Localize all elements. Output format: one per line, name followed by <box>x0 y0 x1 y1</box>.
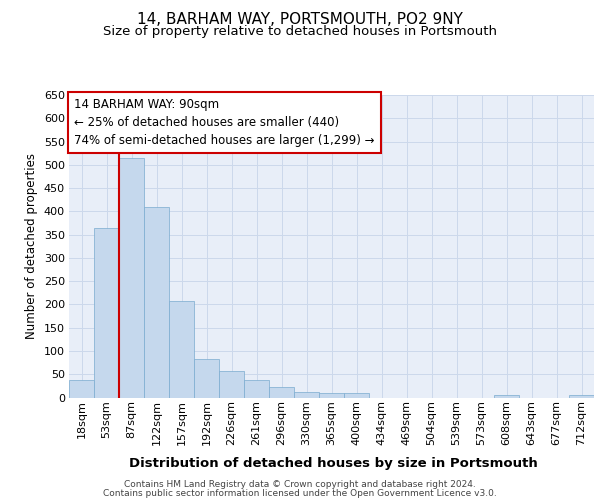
Bar <box>244 380 269 398</box>
Bar <box>169 301 194 398</box>
Text: Size of property relative to detached houses in Portsmouth: Size of property relative to detached ho… <box>103 25 497 38</box>
Bar <box>219 371 244 398</box>
Bar <box>344 393 369 398</box>
Text: 14, BARHAM WAY, PORTSMOUTH, PO2 9NY: 14, BARHAM WAY, PORTSMOUTH, PO2 9NY <box>137 12 463 28</box>
Bar <box>69 380 94 398</box>
Text: Contains public sector information licensed under the Open Government Licence v3: Contains public sector information licen… <box>103 489 497 498</box>
Bar <box>119 158 144 398</box>
Text: Distribution of detached houses by size in Portsmouth: Distribution of detached houses by size … <box>128 458 538 470</box>
Text: Contains HM Land Registry data © Crown copyright and database right 2024.: Contains HM Land Registry data © Crown c… <box>124 480 476 489</box>
Bar <box>294 392 319 398</box>
Bar <box>569 395 594 398</box>
Y-axis label: Number of detached properties: Number of detached properties <box>25 153 38 340</box>
Bar <box>319 393 344 398</box>
Bar <box>269 387 294 398</box>
Bar <box>494 395 519 398</box>
Text: 14 BARHAM WAY: 90sqm
← 25% of detached houses are smaller (440)
74% of semi-deta: 14 BARHAM WAY: 90sqm ← 25% of detached h… <box>74 98 375 147</box>
Bar <box>94 228 119 398</box>
Bar <box>144 206 169 398</box>
Bar <box>194 359 219 398</box>
